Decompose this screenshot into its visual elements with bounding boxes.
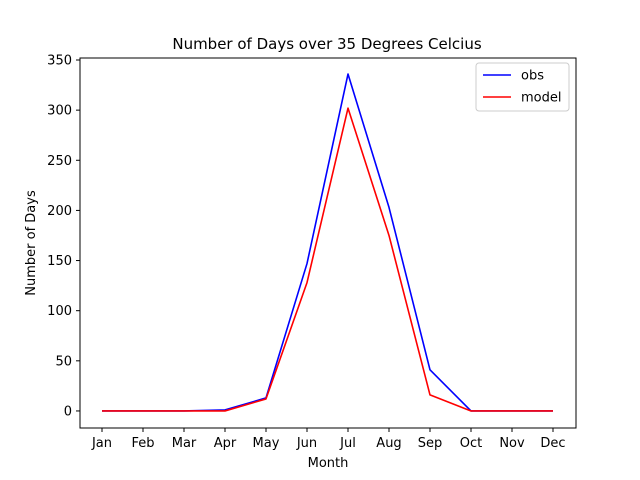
x-tick-label: Jul [339,436,356,451]
y-tick-label: 0 [64,404,72,419]
plot-area [79,57,577,429]
y-axis: 0 50 100 150 200 250 300 350 [47,54,80,419]
series-line-model [102,107,553,412]
x-tick-label: Jun [296,436,317,451]
y-tick-label: 50 [55,354,72,369]
series-lines [102,73,553,412]
x-tick-label: Apr [214,436,237,451]
y-tick-label: 350 [47,54,72,69]
y-tick-label: 250 [47,154,72,169]
x-tick-label: May [253,436,280,451]
x-tick-label: Jan [91,436,112,451]
y-tick-label: 300 [47,104,72,119]
x-tick-label: Feb [131,436,154,451]
legend-label-model: model [521,91,561,106]
x-axis-label: Month [308,456,349,471]
legend: obs model [475,62,570,112]
chart-title: Number of Days over 35 Degrees Celcius [172,35,481,53]
y-tick-label: 150 [47,254,72,269]
x-tick-label: Sep [418,436,443,451]
x-tick-label: Aug [376,436,401,451]
x-tick-label: Oct [460,436,482,451]
legend-label-obs: obs [521,69,544,84]
x-tick-label: Nov [499,436,525,451]
y-axis-label: Number of Days [24,190,39,296]
y-tick-label: 100 [47,304,72,319]
x-tick-label: Mar [172,436,197,451]
y-tick-label: 200 [47,204,72,219]
x-tick-label: Dec [540,436,565,451]
x-axis: Jan Feb Mar Apr May Jun Jul Aug Sep Oct Nov Dec [91,428,566,451]
